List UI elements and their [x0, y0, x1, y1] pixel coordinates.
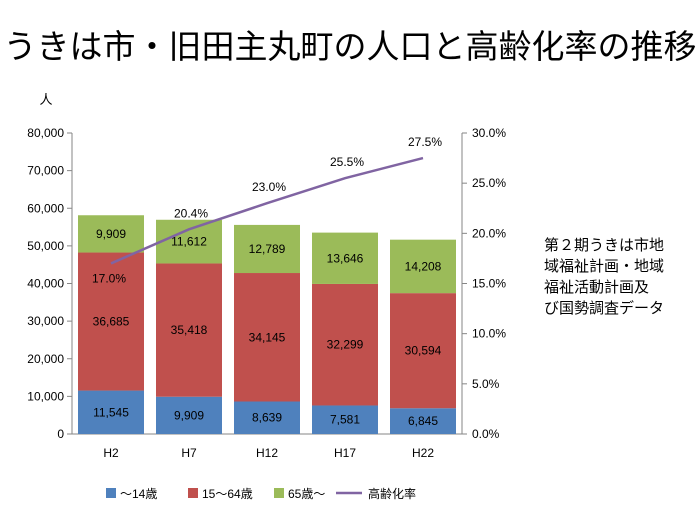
left-tick-label: 80,000: [27, 126, 64, 140]
bar-segment: [312, 405, 378, 434]
right-tick-label: 25.0%: [472, 176, 506, 190]
left-tick-label: 0: [57, 427, 64, 441]
legend-label: 15〜64歳: [202, 487, 253, 501]
left-axis-unit: 人: [39, 92, 52, 107]
legend-swatch: [106, 488, 116, 498]
legend-swatch: [188, 488, 198, 498]
right-tick-label: 15.0%: [472, 277, 506, 291]
left-tick-label: 60,000: [27, 201, 64, 215]
line-value-label: 25.5%: [330, 155, 364, 169]
line-value-label: 17.0%: [92, 271, 126, 285]
source-note-line: 福祉活動計画及: [544, 278, 650, 296]
bar-segment: [156, 263, 222, 397]
x-tick-label: H22: [412, 446, 434, 460]
source-note-line: 域福祉計画・地域: [544, 257, 665, 275]
bar-segment: [312, 232, 378, 284]
right-tick-label: 10.0%: [472, 327, 506, 341]
bar-segment: [78, 390, 144, 434]
bar-segment: [156, 219, 222, 264]
bar-segment: [234, 273, 300, 402]
right-tick-label: 20.0%: [472, 226, 506, 240]
bar-value-label: 9,909: [96, 227, 126, 241]
bar-value-label: 6,845: [408, 414, 438, 428]
bar-segment: [312, 283, 378, 406]
left-tick-label: 20,000: [27, 352, 64, 366]
bar-value-label: 32,299: [327, 338, 364, 352]
legend-label: 65歳〜: [288, 487, 325, 501]
bar-segment: [234, 401, 300, 434]
right-tick-label: 5.0%: [472, 377, 500, 391]
right-tick-label: 0.0%: [472, 427, 500, 441]
left-tick-label: 70,000: [27, 164, 64, 178]
bar-value-label: 35,418: [171, 323, 208, 337]
bar-value-label: 30,594: [405, 344, 442, 358]
left-tick-label: 10,000: [27, 389, 64, 403]
bar-segment: [390, 239, 456, 294]
bar-value-label: 9,909: [174, 408, 204, 422]
bar-value-label: 11,612: [171, 235, 207, 249]
x-tick-label: H2: [103, 446, 119, 460]
bar-segment: [156, 396, 222, 434]
bar-value-label: 8,639: [252, 411, 282, 425]
bar-segment: [390, 293, 456, 409]
bar-value-label: 12,789: [249, 242, 286, 256]
line-value-label: 27.5%: [408, 135, 442, 149]
legend-swatch: [274, 488, 284, 498]
bar-segment: [78, 252, 144, 391]
line-value-label: 23.0%: [252, 180, 286, 194]
bar-value-label: 14,208: [405, 259, 442, 273]
bar-segment: [234, 224, 300, 274]
bar-segment: [78, 215, 144, 253]
left-tick-label: 40,000: [27, 277, 64, 291]
left-tick-label: 50,000: [27, 239, 64, 253]
line-series: [110, 156, 424, 265]
left-tick-label: 30,000: [27, 314, 64, 328]
bar-value-label: 7,581: [330, 413, 360, 427]
source-note-line: び国勢調査データ: [544, 299, 665, 317]
x-tick-label: H12: [256, 446, 278, 460]
line-value-label: 20.4%: [174, 206, 208, 220]
bar-value-label: 11,545: [93, 405, 129, 419]
legend-label: 〜14歳: [120, 487, 157, 501]
chart-title: うきは市・旧田主丸町の人口と高齢化率の推移: [3, 27, 697, 66]
bar-value-label: 36,685: [93, 315, 130, 329]
bar-value-label: 34,145: [249, 330, 286, 344]
bar-value-label: 13,646: [327, 251, 364, 265]
source-note: 第２期うきは市地 域福祉計画・地域 福祉活動計画及 び国勢調査データ: [544, 235, 694, 319]
legend-label: 高齢化率: [368, 486, 416, 501]
x-tick-label: H17: [334, 446, 356, 460]
x-tick-label: H7: [181, 446, 197, 460]
right-tick-label: 30.0%: [472, 126, 506, 140]
source-note-line: 第２期うきは市地: [544, 236, 665, 254]
bar-segment: [390, 408, 456, 434]
